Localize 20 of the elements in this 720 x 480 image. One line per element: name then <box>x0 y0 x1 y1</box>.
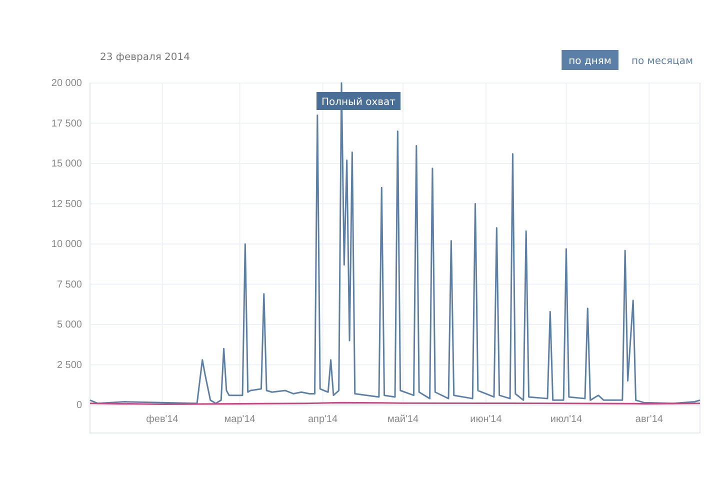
text: по месяцам <box>631 56 693 67</box>
x-tick-label: июл'14 <box>550 414 583 426</box>
y-tick-label: 12 500 <box>51 198 82 210</box>
annotation: Полный охват <box>321 97 396 108</box>
x-tick-label: июн'14 <box>470 414 502 426</box>
x-tick-label: мар'14 <box>224 414 256 426</box>
y-tick-label: 5 000 <box>56 320 82 331</box>
y-tick-label: 17 500 <box>51 118 82 130</box>
y-tick-label: 10 000 <box>51 239 82 250</box>
x-tick-label: май'14 <box>387 414 419 426</box>
y-tick-label: 20 000 <box>51 78 82 90</box>
x-tick-label: авг'14 <box>635 414 664 426</box>
y-tick-label: 7 500 <box>56 279 82 290</box>
chart-subtitle: 23 февраля 2014 <box>100 52 190 63</box>
y-tick-label: 2 500 <box>56 360 82 371</box>
y-tick-label: 15 000 <box>51 158 82 170</box>
text: по дням <box>568 56 612 67</box>
x-tick-label: апр'14 <box>308 414 338 426</box>
y-tick-label: 0 <box>76 400 82 412</box>
x-tick-label: фев'14 <box>146 414 179 426</box>
